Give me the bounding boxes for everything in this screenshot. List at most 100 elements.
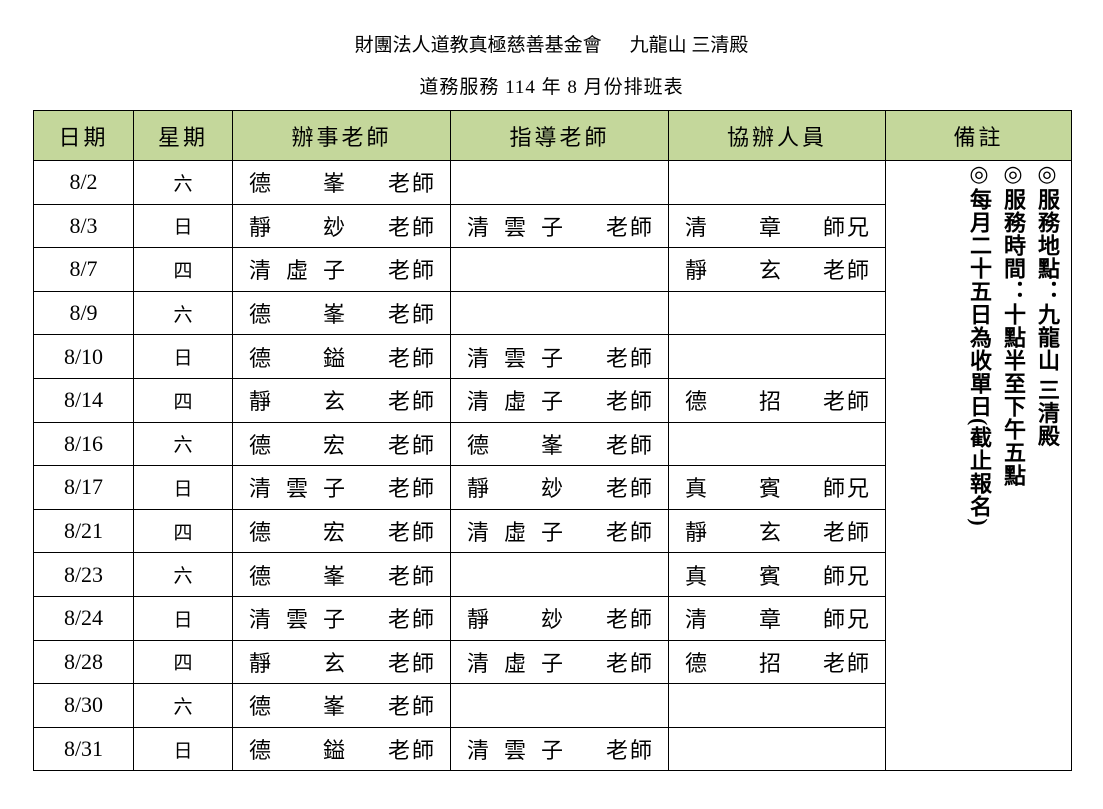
person-title: 老師 — [387, 650, 436, 676]
guide-cell: 清虛子 老師 — [450, 377, 669, 423]
person-title: 老師 — [605, 650, 654, 676]
table-header-row: 日期 星期 辦事老師 指導老師 協辦人員 備註 — [33, 110, 1072, 161]
person-name: 德峯 — [249, 171, 345, 197]
person: 德宏 老師 — [233, 428, 450, 460]
guide-cell: 清雲子 老師 — [450, 203, 669, 249]
weekday-cell: 日 — [133, 595, 233, 641]
person-title: 老師 — [387, 520, 436, 546]
person-title: 老師 — [822, 650, 871, 676]
person-name: 靜玄 — [685, 520, 781, 546]
weekday-cell: 四 — [133, 639, 233, 685]
person: 清虛子 老師 — [451, 384, 668, 416]
date-cell: 8/2 — [33, 160, 134, 205]
assistant-cell — [668, 683, 886, 728]
officiant-cell: 清雲子 老師 — [232, 595, 451, 641]
col-header-officiant: 辦事老師 — [232, 110, 451, 161]
weekday-cell: 六 — [133, 683, 233, 728]
weekday-cell: 六 — [133, 552, 233, 597]
guide-cell — [450, 247, 669, 292]
table-row: 8/3 日靜玅 老師 清雲子 老師 清章 師兄 — [33, 203, 1072, 249]
person: 靜玄 老師 — [669, 515, 885, 547]
date-cell: 8/7 — [33, 247, 134, 292]
person: 清雲子 老師 — [451, 210, 668, 242]
assistant-cell — [668, 726, 886, 772]
person: 靜玅 老師 — [451, 602, 668, 634]
person-title: 老師 — [605, 476, 654, 502]
person: 清虛子 老師 — [451, 515, 668, 547]
date-cell: 8/23 — [33, 552, 134, 597]
table-row: 8/30 六德峯 老師 — [33, 683, 1072, 728]
col-header-assistant: 協辦人員 — [668, 110, 886, 161]
person-name: 靜玅 — [249, 214, 345, 240]
person-name: 清虛子 — [249, 258, 345, 284]
officiant-cell: 清雲子 老師 — [232, 465, 451, 510]
person-name: 清虛子 — [467, 389, 563, 415]
table-row: 8/7 四清虛子 老師 靜玄 老師 — [33, 247, 1072, 292]
col-header-weekday: 星期 — [133, 110, 233, 161]
officiant-cell: 德宏 老師 — [232, 508, 451, 554]
person-title: 師兄 — [822, 607, 871, 633]
person-title: 老師 — [387, 694, 436, 720]
location: 九龍山 三清殿 — [629, 35, 749, 56]
person-name: 清雲子 — [249, 607, 345, 633]
date-cell: 8/10 — [33, 334, 134, 379]
assistant-cell — [668, 421, 886, 467]
person: 德峯 老師 — [451, 428, 668, 460]
officiant-cell: 靜玄 老師 — [232, 639, 451, 685]
person-title: 老師 — [387, 171, 436, 197]
person-title: 老師 — [387, 214, 436, 240]
person: 清虛子 老師 — [233, 253, 450, 285]
person-title: 老師 — [822, 520, 871, 546]
weekday-cell: 六 — [133, 290, 233, 336]
person-name: 清章 — [685, 607, 781, 633]
person-title: 老師 — [387, 258, 436, 284]
person-name: 靜玅 — [467, 476, 563, 502]
weekday-cell: 四 — [133, 377, 233, 423]
person: 德宏 老師 — [233, 515, 450, 547]
person-title: 師兄 — [822, 214, 871, 240]
document-title: 財團法人道教真極慈善基金會 九龍山 三清殿 — [0, 30, 1103, 57]
remark-line: ◎服務地點：九龍山 三清殿 — [1035, 161, 1060, 448]
date-cell: 8/3 — [33, 203, 134, 249]
person: 靜玄 老師 — [233, 384, 450, 416]
person: 清雲子 老師 — [451, 733, 668, 765]
person-name: 靜玄 — [685, 258, 781, 284]
table-row: 8/23 六德峯 老師 真賓 師兄 — [33, 552, 1072, 597]
guide-cell — [450, 160, 669, 205]
person: 靜玄 老師 — [233, 646, 450, 678]
weekday-cell: 日 — [133, 726, 233, 772]
weekday-cell: 四 — [133, 247, 233, 292]
person: 靜玅 老師 — [233, 210, 450, 242]
remark-line: ◎每月二十五日為收單日(截止報名) — [967, 161, 992, 527]
guide-cell: 靜玅 老師 — [450, 595, 669, 641]
person: 靜玅 老師 — [451, 471, 668, 503]
guide-cell: 清雲子 老師 — [450, 726, 669, 772]
person: 德峯 老師 — [233, 559, 450, 591]
person-title: 老師 — [387, 476, 436, 502]
date-cell: 8/16 — [33, 421, 134, 467]
assistant-cell: 德招 老師 — [668, 639, 886, 685]
assistant-cell: 靜玄 老師 — [668, 508, 886, 554]
person-name: 清雲子 — [467, 738, 563, 764]
date-cell: 8/24 — [33, 595, 134, 641]
officiant-cell: 德峯 老師 — [232, 552, 451, 597]
person-title: 老師 — [822, 258, 871, 284]
person-name: 靜玄 — [249, 650, 345, 676]
person-title: 老師 — [605, 520, 654, 546]
person-title: 師兄 — [822, 476, 871, 502]
assistant-cell: 清章 師兄 — [668, 203, 886, 249]
person-name: 真賓 — [685, 563, 781, 589]
remark-line: ◎服務時間：十點半至下午五點 — [1001, 161, 1026, 487]
document-subtitle: 道務服務 114 年 8 月份排班表 — [419, 77, 684, 98]
person-name: 德鎰 — [249, 738, 345, 764]
assistant-cell: 清章 師兄 — [668, 595, 886, 641]
guide-cell: 清虛子 老師 — [450, 508, 669, 554]
table-row: 8/31 日德鎰 老師 清雲子 老師 — [33, 726, 1072, 772]
weekday-cell: 日 — [133, 334, 233, 379]
person-title: 老師 — [822, 389, 871, 415]
assistant-cell — [668, 334, 886, 379]
person-title: 老師 — [605, 432, 654, 458]
guide-cell: 清虛子 老師 — [450, 639, 669, 685]
date-cell: 8/9 — [33, 290, 134, 336]
officiant-cell: 靜玄 老師 — [232, 377, 451, 423]
